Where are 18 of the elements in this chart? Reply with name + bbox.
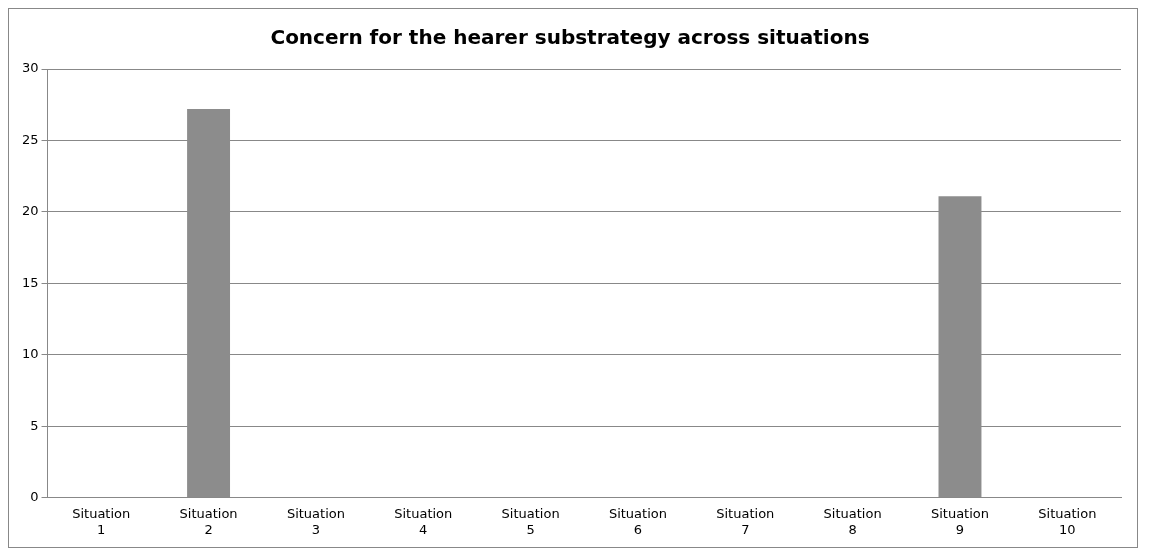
x-tick-label: Situation 10 xyxy=(1038,505,1097,537)
y-tick-label: 25 xyxy=(22,131,39,147)
y-tick-label: 30 xyxy=(22,60,39,76)
x-tick-label: Situation 6 xyxy=(608,505,667,537)
y-tick-label: 5 xyxy=(30,417,39,433)
y-tick-label: 20 xyxy=(22,203,39,219)
y-tick-label: 10 xyxy=(22,346,39,362)
y-tick-label: 0 xyxy=(30,489,39,505)
x-tick-label: Situation 5 xyxy=(501,505,560,537)
chart-title: Concern for the hearer substrategy across situations xyxy=(270,25,870,50)
x-tick-label: Situation 3 xyxy=(286,505,345,537)
x-tick-label: Situation 4 xyxy=(394,505,453,537)
x-tick-label: Situation 7 xyxy=(716,505,775,537)
x-tick-label: Situation 8 xyxy=(823,505,882,537)
x-tick-label: Situation 2 xyxy=(179,505,238,537)
y-tick-label: 15 xyxy=(22,274,39,290)
x-tick-label: Situation 1 xyxy=(72,505,131,537)
x-tick-label: Situation 9 xyxy=(930,505,990,537)
